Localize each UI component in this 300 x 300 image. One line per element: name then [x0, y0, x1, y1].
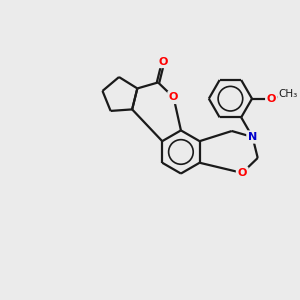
Text: CH₃: CH₃ — [278, 89, 298, 99]
Text: N: N — [248, 132, 257, 142]
Text: O: O — [159, 56, 168, 67]
Text: O: O — [169, 92, 178, 102]
Text: O: O — [267, 94, 276, 104]
Text: O: O — [238, 168, 247, 178]
